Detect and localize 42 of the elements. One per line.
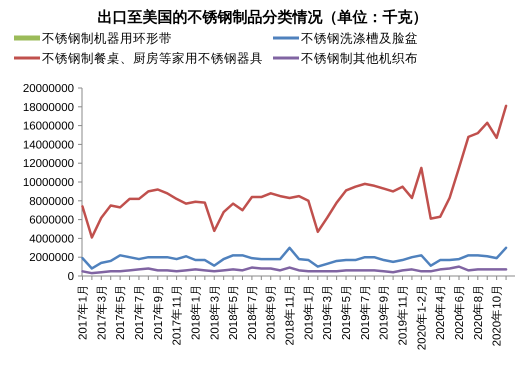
- legend-label: 不锈钢制其他机织布: [301, 52, 418, 66]
- x-tick-label: 2020年6月: [452, 284, 466, 340]
- x-tick-label: 2019年9月: [378, 284, 391, 340]
- x-tick-label: 2018年11月: [284, 284, 297, 346]
- y-tick-label: 14000000: [22, 139, 74, 152]
- y-tick-label: 8000000: [29, 196, 74, 208]
- x-tick-label: 2017年3月: [95, 284, 108, 340]
- x-tick-label: 2020年10月: [490, 284, 504, 346]
- legend-label: 不锈钢洗涤槽及脸盆: [301, 32, 418, 46]
- y-tick-label: 16000000: [22, 120, 74, 133]
- x-tick-label: 2018年3月: [208, 284, 222, 340]
- x-tick-label: 2020年4月: [434, 284, 448, 340]
- x-tick-label: 2017年7月: [132, 284, 146, 340]
- x-tick-label: 2019年7月: [358, 284, 372, 340]
- x-tick-label: 2019年5月: [340, 284, 354, 340]
- legend-label: 不锈钢制餐桌、厨房等家用不锈钢器具: [42, 50, 263, 66]
- x-tick-label: 2018年1月: [189, 284, 202, 340]
- x-tick-label: 2018年7月: [246, 284, 259, 340]
- x-tick-label: 2017年9月: [152, 284, 165, 340]
- y-tick-label: 18000000: [22, 102, 74, 114]
- line-series: [81, 265, 508, 274]
- x-tick-label: 2018年5月: [227, 284, 240, 340]
- x-tick-label: 2017年1月: [76, 284, 90, 340]
- line-series: [81, 104, 508, 239]
- chart-title: 出口至美国的不锈钢制品分类情况（单位：千克）: [98, 8, 428, 26]
- x-tick-label: 2019年1月: [302, 284, 316, 340]
- x-tick-label: 2019年3月: [321, 284, 334, 340]
- line-series: [81, 246, 508, 270]
- y-tick-label: 4000000: [29, 233, 74, 246]
- y-tick-label: 2000000: [29, 252, 74, 264]
- x-tick-label: 2017年5月: [114, 284, 128, 340]
- x-tick-label: 2018年9月: [264, 284, 278, 340]
- y-tick-label: 20000000: [22, 83, 74, 95]
- x-tick-label: 2017年11月: [170, 284, 184, 346]
- x-tick-label: 2020年8月: [472, 284, 485, 340]
- x-tick-label: 2020年1-2月: [415, 284, 428, 350]
- y-tick-label: 10000000: [22, 177, 74, 189]
- x-tick-label: 2019年11月: [396, 284, 410, 346]
- y-tick-label: 6000000: [29, 214, 74, 227]
- y-tick-label: 12000000: [22, 158, 74, 170]
- y-tick-label: 0: [68, 271, 74, 283]
- legend-label: 不锈钢制机器用环形带: [42, 32, 172, 46]
